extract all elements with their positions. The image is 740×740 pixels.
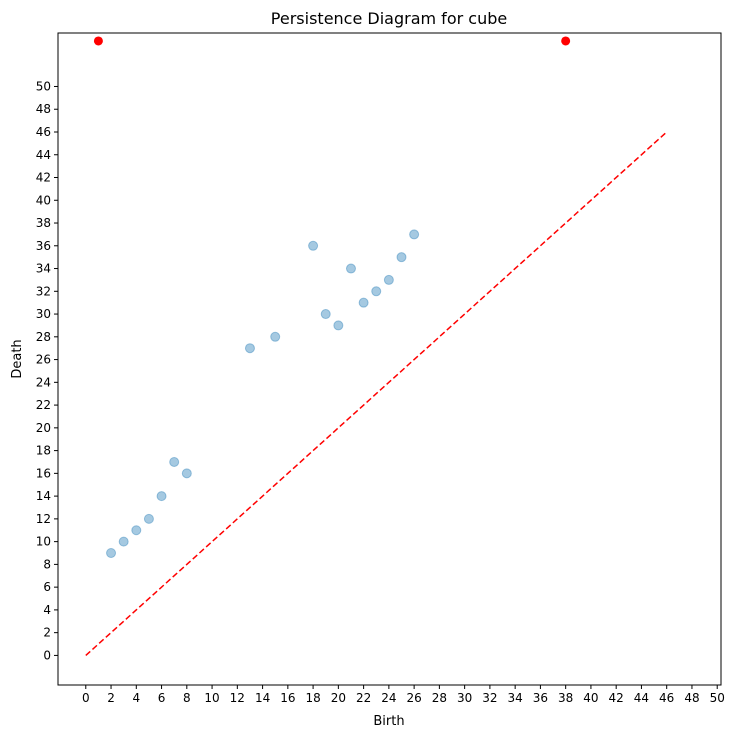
finite-point xyxy=(409,229,420,240)
finite-point xyxy=(358,297,369,308)
finite-point xyxy=(320,309,331,320)
finite-point xyxy=(118,536,129,547)
finite-point xyxy=(345,263,356,274)
chart-title: Persistence Diagram for cube xyxy=(271,9,507,28)
x-tick-label: 44 xyxy=(634,691,649,705)
y-tick-label: 4 xyxy=(43,603,51,617)
x-tick-label: 12 xyxy=(230,691,245,705)
infinite-point xyxy=(93,36,103,46)
x-tick-label: 34 xyxy=(508,691,523,705)
x-tick-label: 46 xyxy=(659,691,674,705)
x-tick-label: 26 xyxy=(406,691,421,705)
x-tick-label: 38 xyxy=(558,691,573,705)
finite-point xyxy=(308,240,319,251)
x-tick-label: 36 xyxy=(533,691,548,705)
finite-point xyxy=(131,525,142,536)
diagonal-layer xyxy=(85,131,668,656)
points-layer xyxy=(93,36,571,559)
finite-point xyxy=(106,548,117,559)
x-tick-label: 0 xyxy=(82,691,90,705)
y-tick-label: 28 xyxy=(36,330,51,344)
diagonal-line xyxy=(85,131,668,656)
finite-point xyxy=(371,286,382,297)
y-tick-label: 18 xyxy=(36,444,51,458)
y-tick-label: 44 xyxy=(36,148,51,162)
x-tick-label: 28 xyxy=(432,691,447,705)
y-tick-label: 22 xyxy=(36,398,51,412)
y-tick-label: 34 xyxy=(36,262,51,276)
x-tick-label: 50 xyxy=(710,691,725,705)
x-tick-label: 40 xyxy=(583,691,598,705)
finite-point xyxy=(333,320,344,331)
y-tick-label: 16 xyxy=(36,466,51,480)
y-tick-label: 48 xyxy=(36,102,51,116)
y-axis-label: Death xyxy=(10,339,25,378)
finite-point xyxy=(169,456,180,467)
x-tick-label: 48 xyxy=(684,691,699,705)
x-tick-label: 42 xyxy=(609,691,624,705)
x-tick-label: 6 xyxy=(158,691,166,705)
y-tick-label: 24 xyxy=(36,375,51,389)
y-tick-label: 0 xyxy=(43,648,51,662)
x-tick-label: 16 xyxy=(280,691,295,705)
finite-point xyxy=(383,274,394,285)
y-tick-label: 30 xyxy=(36,307,51,321)
finite-point xyxy=(143,513,154,524)
x-tick-label: 4 xyxy=(132,691,140,705)
x-tick-label: 10 xyxy=(204,691,219,705)
y-tick-label: 14 xyxy=(36,489,51,503)
x-tick-label: 30 xyxy=(457,691,472,705)
y-tick-label: 10 xyxy=(36,535,51,549)
x-tick-label: 24 xyxy=(381,691,396,705)
y-tick-label: 12 xyxy=(36,512,51,526)
x-axis-ticks: 0 2 4 6 8 10 12 14 16 18 20 22 24 26 28 30 32 34 36 38 40 42 4… xyxy=(82,685,725,705)
y-tick-label: 42 xyxy=(36,171,51,185)
x-axis-label: Birth xyxy=(373,714,404,729)
x-tick-label: 32 xyxy=(482,691,497,705)
x-tick-label: 8 xyxy=(183,691,191,705)
finite-point xyxy=(244,343,255,354)
y-tick-label: 46 xyxy=(36,125,51,139)
x-tick-label: 20 xyxy=(331,691,346,705)
x-tick-label: 14 xyxy=(255,691,270,705)
finite-point xyxy=(181,468,192,479)
finite-point xyxy=(156,491,167,502)
y-tick-label: 50 xyxy=(36,79,51,93)
y-tick-label: 38 xyxy=(36,216,51,230)
x-tick-label: 22 xyxy=(356,691,371,705)
y-tick-label: 36 xyxy=(36,239,51,253)
y-tick-label: 40 xyxy=(36,193,51,207)
y-tick-label: 20 xyxy=(36,421,51,435)
y-tick-label: 32 xyxy=(36,284,51,298)
y-tick-label: 2 xyxy=(43,626,51,640)
finite-point xyxy=(270,331,281,342)
y-tick-label: 8 xyxy=(43,557,51,571)
y-axis-ticks: 0246810121416182022242628303234363840424… xyxy=(36,79,58,662)
x-tick-label: 18 xyxy=(305,691,320,705)
y-tick-label: 26 xyxy=(36,353,51,367)
y-tick-label: 6 xyxy=(43,580,51,594)
plot-frame xyxy=(57,32,722,686)
infinite-point xyxy=(561,36,571,46)
x-tick-label: 2 xyxy=(107,691,115,705)
finite-point xyxy=(396,252,407,263)
